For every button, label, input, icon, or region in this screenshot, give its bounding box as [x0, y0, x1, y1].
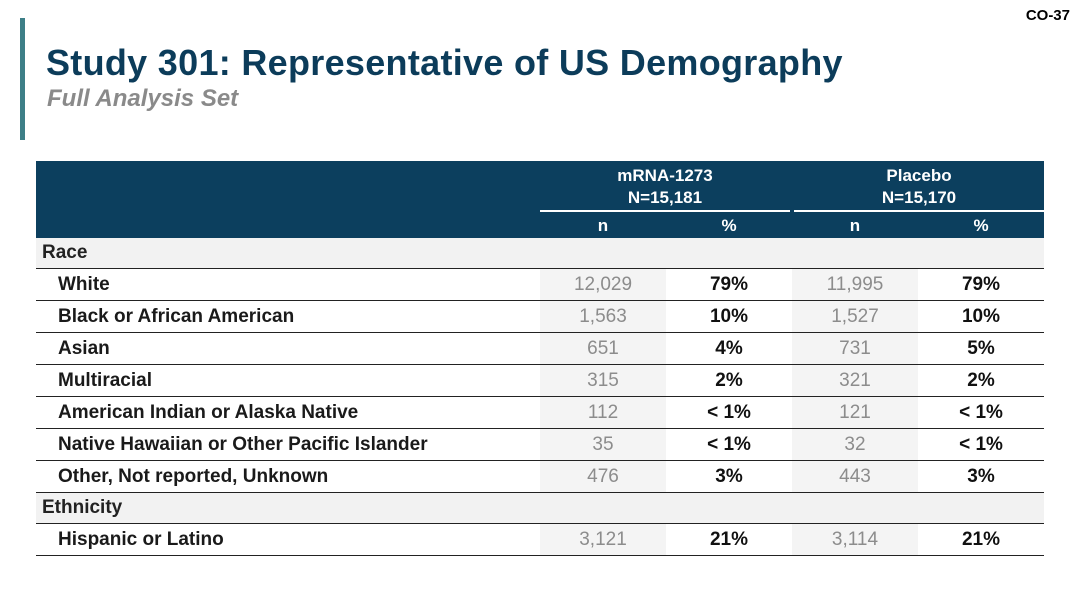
cell-mrna-n: 1,563: [540, 300, 666, 333]
cell-mrna-pct: 21%: [666, 523, 792, 556]
row-label: Other, Not reported, Unknown: [36, 460, 540, 493]
group-n-label: N=15,170: [881, 187, 957, 207]
table-row: Hispanic or Latino 3,121 21% 3,114 21%: [36, 523, 1045, 556]
table-row: Black or African American 1,563 10% 1,52…: [36, 300, 1045, 333]
cell-placebo-pct: < 1%: [918, 396, 1045, 429]
header-blank-cell: [36, 161, 540, 213]
section-row-race: Race: [36, 238, 1045, 269]
cell-placebo-pct: 79%: [918, 268, 1045, 301]
row-label: Black or African American: [36, 300, 540, 333]
cell-mrna-pct: 2%: [666, 364, 792, 397]
table-row: White 12,029 79% 11,995 79%: [36, 268, 1045, 301]
cell-placebo-pct: < 1%: [918, 428, 1045, 461]
cell-mrna-pct: 79%: [666, 268, 792, 301]
slide-subtitle: Full Analysis Set: [47, 85, 239, 112]
table-group-header-row: mRNA-1273 N=15,181 Placebo N=15,170: [36, 161, 1045, 213]
cell-mrna-pct: < 1%: [666, 396, 792, 429]
cell-mrna-n: 35: [540, 428, 666, 461]
section-label: Ethnicity: [36, 492, 1045, 524]
row-label: Multiracial: [36, 364, 540, 397]
cell-mrna-pct: 4%: [666, 332, 792, 365]
cell-placebo-n: 32: [792, 428, 918, 461]
cell-placebo-pct: 21%: [918, 523, 1045, 556]
slide-number: CO-37: [1025, 7, 1070, 24]
demographics-table: mRNA-1273 N=15,181 Placebo N=15,170 n % …: [36, 161, 1045, 556]
row-label: American Indian or Alaska Native: [36, 396, 540, 429]
table-row: Asian 651 4% 731 5%: [36, 332, 1045, 365]
cell-mrna-n: 112: [540, 396, 666, 429]
row-label: Hispanic or Latino: [36, 523, 540, 556]
section-row-ethnicity: Ethnicity: [36, 492, 1045, 524]
group-header-placebo: Placebo N=15,170: [792, 161, 1045, 213]
section-label: Race: [36, 238, 1045, 269]
cell-mrna-n: 476: [540, 460, 666, 493]
column-header-n: n: [792, 213, 918, 238]
group-name: Placebo: [886, 165, 952, 185]
cell-placebo-n: 321: [792, 364, 918, 397]
row-label: Asian: [36, 332, 540, 365]
cell-mrna-n: 315: [540, 364, 666, 397]
slide-title: Study 301: Representative of US Demograp…: [46, 42, 843, 83]
cell-mrna-pct: < 1%: [666, 428, 792, 461]
title-accent-bar: [20, 18, 25, 140]
row-label: Native Hawaiian or Other Pacific Islande…: [36, 428, 540, 461]
table-row: Multiracial 315 2% 321 2%: [36, 364, 1045, 397]
table-row: American Indian or Alaska Native 112 < 1…: [36, 396, 1045, 429]
cell-mrna-n: 3,121: [540, 523, 666, 556]
cell-placebo-pct: 2%: [918, 364, 1045, 397]
cell-placebo-n: 11,995: [792, 268, 918, 301]
table-subheader-row: n % n %: [36, 213, 1045, 238]
table-row: Other, Not reported, Unknown 476 3% 443 …: [36, 460, 1045, 493]
cell-placebo-n: 121: [792, 396, 918, 429]
cell-mrna-pct: 10%: [666, 300, 792, 333]
column-header-pct: %: [666, 213, 792, 238]
column-header-pct: %: [918, 213, 1045, 238]
cell-mrna-n: 12,029: [540, 268, 666, 301]
cell-placebo-n: 3,114: [792, 523, 918, 556]
row-label: White: [36, 268, 540, 301]
group-n-label: N=15,181: [627, 187, 703, 207]
table-row: Native Hawaiian or Other Pacific Islande…: [36, 428, 1045, 461]
group-header-mrna: mRNA-1273 N=15,181: [540, 161, 792, 213]
cell-placebo-n: 731: [792, 332, 918, 365]
cell-placebo-n: 1,527: [792, 300, 918, 333]
cell-mrna-n: 651: [540, 332, 666, 365]
column-header-n: n: [540, 213, 666, 238]
cell-mrna-pct: 3%: [666, 460, 792, 493]
cell-placebo-pct: 5%: [918, 332, 1045, 365]
cell-placebo-n: 443: [792, 460, 918, 493]
header-blank-cell: [36, 213, 540, 238]
cell-placebo-pct: 3%: [918, 460, 1045, 493]
group-name: mRNA-1273: [617, 165, 713, 185]
cell-placebo-pct: 10%: [918, 300, 1045, 333]
